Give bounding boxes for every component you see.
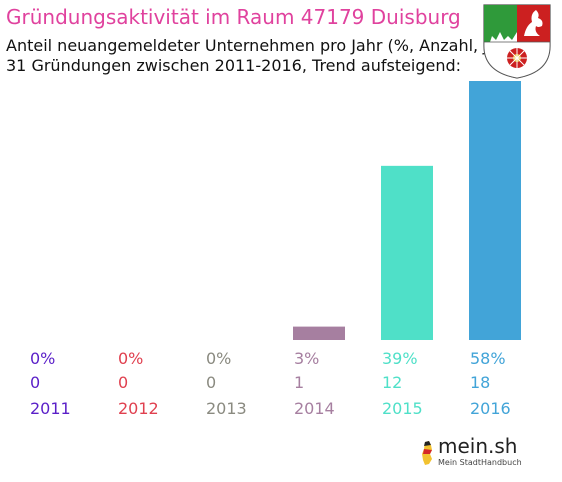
count-label-2016: 18 <box>470 373 490 392</box>
count-label-2013: 0 <box>206 373 216 392</box>
mein-sh-logo[interactable]: mein.sh Mein StadtHandbuch <box>420 434 530 474</box>
percent-label-2011: 0% <box>30 349 55 368</box>
bar-2016 <box>469 81 521 340</box>
percent-label-2013: 0% <box>206 349 231 368</box>
brand-name: mein.sh <box>438 434 518 458</box>
percent-label-2015: 39% <box>382 349 418 368</box>
subtitle-line-2: 31 Gründungen zwischen 2011-2016, Trend … <box>6 56 462 75</box>
brand-tagline: Mein StadtHandbuch <box>438 458 522 467</box>
count-label-2012: 0 <box>118 373 128 392</box>
bar-2015 <box>381 165 433 340</box>
year-label-2014: 2014 <box>294 399 335 418</box>
year-label-2016: 2016 <box>470 399 511 418</box>
bar-2014 <box>293 326 345 340</box>
chart-subtitle: Anteil neuangemeldeter Unternehmen pro J… <box>6 36 521 76</box>
year-label-2011: 2011 <box>30 399 71 418</box>
subtitle-line-1: Anteil neuangemeldeter Unternehmen pro J… <box>6 36 521 55</box>
percent-label-2012: 0% <box>118 349 143 368</box>
nrw-coat-of-arms-icon <box>483 4 551 79</box>
count-label-2014: 1 <box>294 373 304 392</box>
count-label-2015: 12 <box>382 373 402 392</box>
year-label-2013: 2013 <box>206 399 247 418</box>
chart-title: Gründungsaktivität im Raum 47179 Duisbur… <box>6 5 461 29</box>
year-label-2012: 2012 <box>118 399 159 418</box>
percent-label-2016: 58% <box>470 349 506 368</box>
germany-map-pin-icon <box>422 441 432 465</box>
count-label-2011: 0 <box>30 373 40 392</box>
percent-label-2014: 3% <box>294 349 319 368</box>
year-label-2015: 2015 <box>382 399 423 418</box>
